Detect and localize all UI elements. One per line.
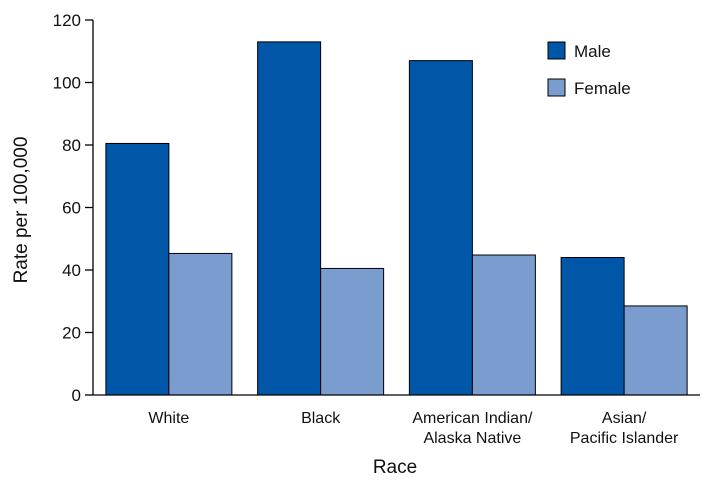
x-tick-label-line: Asian/ — [602, 410, 647, 427]
y-tick-label: 80 — [62, 136, 81, 155]
bar-female-0 — [168, 252, 233, 396]
bar-female-2 — [471, 254, 536, 396]
x-tick-label-line: Alaska Native — [423, 430, 521, 447]
x-tick-label: American Indian/Alaska Native — [412, 410, 533, 447]
legend-label-male: Male — [574, 42, 611, 61]
legend-swatch-female — [547, 78, 566, 97]
legend-swatch-male — [547, 41, 566, 60]
y-tick-label: 120 — [53, 11, 81, 30]
bar-male-2 — [408, 60, 473, 396]
bar-male-3 — [560, 257, 625, 396]
bar-male-0 — [105, 142, 170, 396]
y-tick-label: 0 — [72, 386, 81, 405]
x-tick-label: Asian/Pacific Islander — [570, 410, 679, 447]
x-tick-label: Black — [301, 410, 341, 427]
x-tick-label-line: Black — [301, 410, 341, 427]
y-axis: 0 20 40 60 80 100 120 — [53, 11, 94, 405]
x-tick-label-line: White — [148, 410, 189, 427]
x-axis-label: Race — [373, 457, 417, 478]
y-tick-label: 40 — [62, 261, 81, 280]
plot-area — [105, 41, 688, 396]
x-tick-label: White — [148, 410, 189, 427]
x-tick-label-line: American Indian/ — [412, 410, 533, 427]
y-tick-label: 100 — [53, 74, 81, 93]
y-tick-label: 60 — [62, 199, 81, 218]
x-tick-label-line: Pacific Islander — [570, 430, 679, 447]
bar-male-1 — [257, 41, 322, 396]
legend: Male Female — [547, 41, 631, 98]
bar-female-1 — [320, 267, 385, 396]
y-axis-label: Rate per 100,000 — [11, 137, 32, 284]
legend-label-female: Female — [574, 79, 631, 98]
bar-female-3 — [623, 305, 688, 396]
x-axis: White Black American Indian/Alaska NativeA… — [93, 394, 700, 447]
y-tick-label: 20 — [62, 324, 81, 343]
